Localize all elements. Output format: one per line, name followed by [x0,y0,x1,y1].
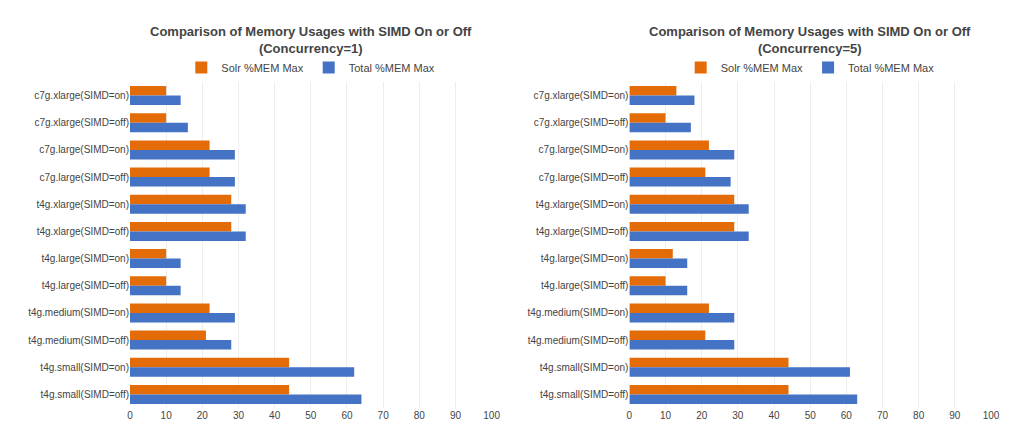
svg-text:70: 70 [378,410,390,421]
svg-text:t4g.medium(SIMD=off): t4g.medium(SIMD=off) [528,335,629,346]
svg-text:t4g.small(SIMD=on): t4g.small(SIMD=on) [540,362,629,373]
svg-text:c7g.large(SIMD=on): c7g.large(SIMD=on) [39,144,129,155]
svg-text:30: 30 [233,410,245,421]
svg-text:60: 60 [841,410,853,421]
svg-text:50: 50 [805,410,817,421]
svg-text:t4g.large(SIMD=on): t4g.large(SIMD=on) [41,253,129,264]
svg-text:90: 90 [450,410,462,421]
svg-text:70: 70 [877,410,889,421]
svg-text:100: 100 [983,410,1000,421]
svg-text:10: 10 [161,410,173,421]
svg-text:c7g.large(SIMD=on): c7g.large(SIMD=on) [539,144,629,155]
svg-text:Solr %MEM Max: Solr %MEM Max [221,62,303,74]
svg-text:t4g.xlarge(SIMD=on): t4g.xlarge(SIMD=on) [36,199,129,210]
svg-text:60: 60 [341,410,353,421]
svg-text:20: 20 [696,410,708,421]
svg-text:30: 30 [732,410,744,421]
svg-text:t4g.small(SIMD=on): t4g.small(SIMD=on) [40,362,129,373]
svg-text:c7g.large(SIMD=off): c7g.large(SIMD=off) [539,172,629,183]
svg-text:Total %MEM Max: Total %MEM Max [349,62,435,74]
svg-text:Comparison of Memory Usages wi: Comparison of Memory Usages with SIMD On… [649,24,971,56]
svg-text:t4g.large(SIMD=on): t4g.large(SIMD=on) [541,253,629,264]
svg-text:10: 10 [660,410,672,421]
svg-text:t4g.small(SIMD=off): t4g.small(SIMD=off) [41,389,129,400]
svg-text:100: 100 [483,410,500,421]
svg-text:c7g.xlarge(SIMD=off): c7g.xlarge(SIMD=off) [34,117,129,128]
svg-text:0: 0 [627,410,633,421]
svg-text:80: 80 [414,410,426,421]
svg-text:t4g.large(SIMD=off): t4g.large(SIMD=off) [541,280,628,291]
svg-text:t4g.medium(SIMD=on): t4g.medium(SIMD=on) [28,307,129,318]
svg-text:t4g.xlarge(SIMD=off): t4g.xlarge(SIMD=off) [37,226,129,237]
svg-text:c7g.large(SIMD=off): c7g.large(SIMD=off) [39,172,129,183]
svg-text:Total %MEM Max: Total %MEM Max [848,62,934,74]
svg-text:0: 0 [127,410,133,421]
svg-text:t4g.xlarge(SIMD=off): t4g.xlarge(SIMD=off) [536,226,628,237]
svg-text:50: 50 [305,410,317,421]
svg-text:c7g.xlarge(SIMD=off): c7g.xlarge(SIMD=off) [534,117,629,128]
svg-text:t4g.medium(SIMD=on): t4g.medium(SIMD=on) [528,307,629,318]
svg-text:90: 90 [949,410,961,421]
svg-text:20: 20 [197,410,209,421]
svg-text:c7g.xlarge(SIMD=on): c7g.xlarge(SIMD=on) [34,90,129,101]
svg-text:40: 40 [269,410,281,421]
svg-text:Solr %MEM Max: Solr %MEM Max [721,62,803,74]
svg-text:t4g.xlarge(SIMD=on): t4g.xlarge(SIMD=on) [536,199,629,210]
svg-text:t4g.medium(SIMD=off): t4g.medium(SIMD=off) [28,335,129,346]
svg-text:80: 80 [913,410,925,421]
svg-text:c7g.xlarge(SIMD=on): c7g.xlarge(SIMD=on) [534,90,629,101]
svg-text:t4g.large(SIMD=off): t4g.large(SIMD=off) [42,280,129,291]
svg-text:40: 40 [768,410,780,421]
svg-text:Comparison of Memory Usages wi: Comparison of Memory Usages with SIMD On… [150,24,472,56]
svg-text:t4g.small(SIMD=off): t4g.small(SIMD=off) [540,389,628,400]
